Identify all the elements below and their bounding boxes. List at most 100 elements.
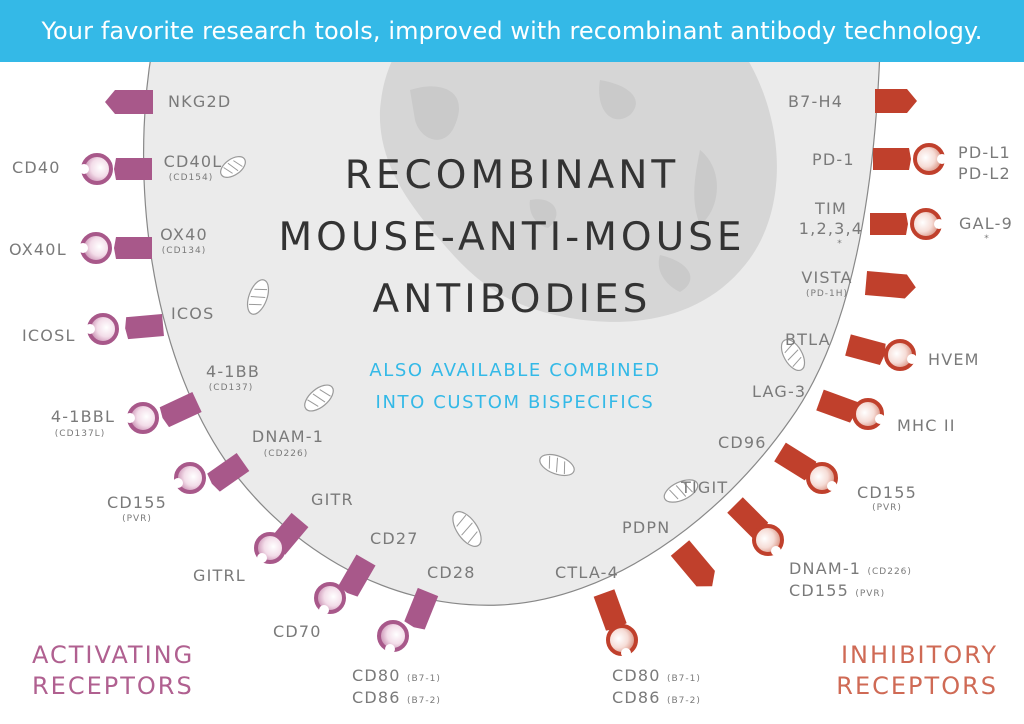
receptor-label-cd96: CD96 xyxy=(718,433,767,452)
ligand-4-1bbl xyxy=(125,402,159,434)
ligand-dnam-1-cd155 xyxy=(752,524,784,556)
ligand-label-pd-l1: PD-L1 xyxy=(958,143,1011,162)
receptor-label-cd28: CD28 xyxy=(427,563,476,582)
receptor-label-cd27: CD27 xyxy=(370,529,419,548)
receptor-vista xyxy=(864,271,916,299)
ligand-label-mhc-ii: MHC II xyxy=(897,416,956,435)
mitochondria xyxy=(220,156,806,547)
receptor-alias-dnam-1: (CD226) xyxy=(263,449,309,459)
banner: Your favorite research tools, improved w… xyxy=(0,0,1024,62)
inhibitory-ligand-balls xyxy=(606,143,947,658)
main-title: RECOMBINANT MOUSE-ANTI-MOUSE ANTIBODIES xyxy=(278,145,745,331)
subtitle: ALSO AVAILABLE COMBINED INTO CUSTOM BISP… xyxy=(369,355,660,419)
receptor-pdpn xyxy=(670,540,715,587)
ligand-alias-cd155: (PVR) xyxy=(122,514,152,524)
ligand-hvem xyxy=(884,339,917,371)
receptor-label-vista: VISTA xyxy=(801,268,853,287)
receptor-label-b7-h4: B7-H4 xyxy=(788,92,844,111)
ligand-label-cd155-pvr-right: CD155 (PVR) xyxy=(789,581,886,600)
receptor-b7-h4 xyxy=(875,89,917,113)
receptor-cd27 xyxy=(338,554,376,597)
ligand-label-cd80-right: CD80 (B7-1) xyxy=(612,666,701,685)
receptor-label-4-1bb: 4-1BB xyxy=(205,362,261,381)
legend-inhibitory: INHIBITORY RECEPTORS xyxy=(836,641,998,700)
ligand-cd40 xyxy=(79,153,113,185)
ligand-icosl xyxy=(85,313,119,345)
ligand-label-ox40l: OX40L xyxy=(9,240,67,259)
chromatin-2 xyxy=(599,80,636,120)
receptor-label-nkg2d: NKG2D xyxy=(168,92,232,111)
ligand-cd80-cd86-r xyxy=(606,624,638,658)
chromatin-1 xyxy=(410,86,459,140)
receptor-dnam-1 xyxy=(207,452,250,492)
receptor-label-ctla-4: CTLA-4 xyxy=(555,563,619,582)
title-line-3: ANTIBODIES xyxy=(372,277,652,322)
ligand-label-cd86-left: CD86 (B7-2) xyxy=(352,688,441,707)
receptor-label-ox40: OX40 xyxy=(160,225,208,244)
receptor-pd-1 xyxy=(873,148,911,170)
ligand-label-cd86-right: CD86 (B7-2) xyxy=(612,688,701,707)
receptor-alias-vista: (PD-1H) xyxy=(805,289,849,299)
subtitle-line-1: ALSO AVAILABLE COMBINED xyxy=(369,360,661,381)
receptor-label-tim-numbers: 1,2,3,4 xyxy=(798,219,864,238)
ligand-label-4-1bbl: 4-1BBL xyxy=(50,407,116,426)
ligand-label-cd70: CD70 xyxy=(273,622,322,641)
receptor-cd40l xyxy=(114,158,152,180)
ligand-label-icosl: ICOSL xyxy=(22,326,76,345)
activating-ligand-balls xyxy=(78,153,409,654)
receptor-label-tim: TIM xyxy=(815,199,847,218)
ligand-alias-cd155-right: (PVR) xyxy=(872,503,902,513)
activating-receptor-shapes xyxy=(105,90,439,630)
ligand-label-gal-9: GAL-9 xyxy=(959,214,1013,233)
ligand-cd70 xyxy=(314,582,346,615)
ligand-alias-4-1bbl: (CD137L) xyxy=(54,429,106,439)
receptor-tim xyxy=(870,213,908,235)
receptor-btla xyxy=(845,334,886,365)
ligand-gal-9 xyxy=(910,208,944,240)
ligand-pd-l1-pd-l2 xyxy=(913,143,947,175)
ligand-label-dnam-1-right: DNAM-1 (CD226) xyxy=(789,559,912,578)
receptor-label-pd-1: PD-1 xyxy=(812,150,855,169)
ligand-gitrl xyxy=(254,532,286,564)
receptor-ox40 xyxy=(114,237,152,259)
subtitle-line-2: INTO CUSTOM BISPECIFICS xyxy=(375,392,655,413)
ligand-label-cd80-left: CD80 (B7-1) xyxy=(352,666,441,685)
receptor-label-pdpn: PDPN xyxy=(622,518,671,537)
receptor-label-btla: BTLA xyxy=(785,330,831,349)
receptor-cd96 xyxy=(774,442,817,481)
receptor-icos xyxy=(125,314,164,340)
receptor-label-tigit: TIGIT xyxy=(681,478,729,497)
receptor-label-lag-3: LAG-3 xyxy=(752,382,807,401)
ligand-cd80-cd86 xyxy=(377,620,409,654)
ligand-mhc-ii xyxy=(852,398,885,430)
receptor-4-1bb xyxy=(159,392,202,428)
ligand-label-hvem: HVEM xyxy=(928,350,980,369)
chromatin-4 xyxy=(658,255,691,292)
ligand-cd155-pvr xyxy=(806,462,838,494)
title-line-1: RECOMBINANT xyxy=(344,153,680,198)
receptor-alias-4-1bb: (CD137) xyxy=(208,383,254,393)
ligand-label-pd-l2: PD-L2 xyxy=(958,164,1011,183)
receptor-ctla-4 xyxy=(593,589,627,631)
ligand-label-cd155-right: CD155 xyxy=(856,483,918,502)
legend-activating: ACTIVATING RECEPTORS xyxy=(32,641,195,700)
receptor-alias-cd40l: (CD154) xyxy=(168,173,214,183)
ligand-label-cd155: CD155 xyxy=(106,493,168,512)
receptor-lag-3 xyxy=(816,389,858,423)
title-line-2: MOUSE-ANTI-MOUSE xyxy=(278,215,746,260)
chromatin-5 xyxy=(529,199,557,228)
ligand-ox40l xyxy=(78,232,112,264)
receptor-label-icos: ICOS xyxy=(171,304,215,323)
receptor-mark-tim: * xyxy=(837,239,843,249)
receptor-label-gitr: GITR xyxy=(311,490,354,509)
receptor-label-cd40l: CD40L xyxy=(163,152,223,171)
ligand-cd155 xyxy=(173,462,206,494)
ligand-label-gitrl: GITRL xyxy=(193,566,246,585)
cell-nucleus xyxy=(379,55,777,322)
receptor-alias-ox40: (CD134) xyxy=(161,246,207,256)
ligand-mark-gal-9: * xyxy=(984,234,990,244)
receptor-cd28 xyxy=(404,587,439,630)
chromatin-3 xyxy=(694,150,717,225)
